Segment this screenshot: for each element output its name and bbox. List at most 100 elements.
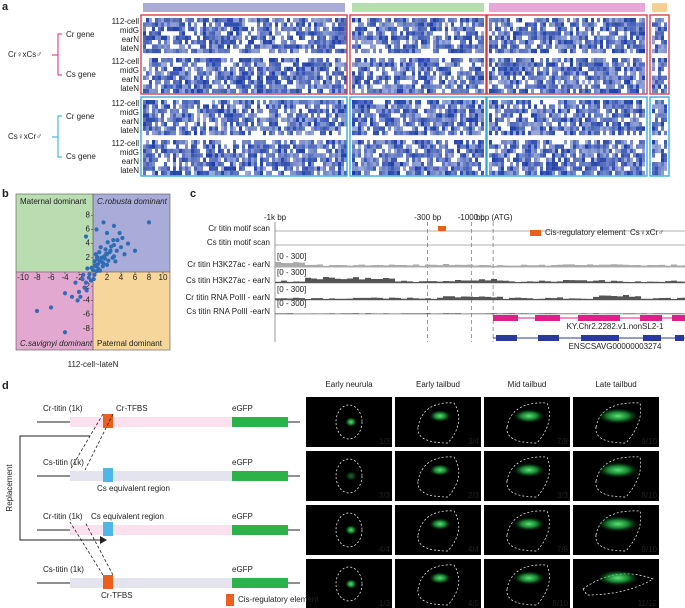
heatmap-cell [570, 153, 573, 158]
heatmap-cell [445, 62, 448, 67]
heatmap-cell [576, 157, 579, 162]
heatmap-cell [495, 104, 498, 109]
heatmap-cell [661, 166, 664, 171]
heatmap-cell [633, 75, 636, 80]
heatmap-cell [495, 18, 498, 23]
heatmap-cell [341, 166, 344, 171]
scatter-point [75, 298, 80, 303]
heatmap-cell [570, 130, 573, 136]
heatmap-cell [489, 62, 492, 67]
heatmap-cell [588, 104, 591, 109]
heatmap-cell [329, 170, 332, 176]
legend-swatch [530, 230, 541, 236]
heatmap-cell [436, 35, 439, 40]
scatter-point [80, 276, 85, 282]
heatmap-cell [454, 104, 457, 109]
heatmap-cell [591, 157, 594, 162]
heatmap-cell [206, 148, 209, 154]
heatmap-cell [588, 170, 591, 176]
heatmap-cell [311, 40, 314, 45]
heatmap-cell [179, 58, 182, 63]
heatmap-cell [418, 130, 421, 136]
heatmap-cell [507, 75, 510, 80]
heatmap-cell [513, 66, 516, 72]
heatmap-cell [513, 157, 516, 162]
gfp-signal [513, 409, 545, 423]
heatmap-cell [143, 126, 146, 131]
heatmap-cell [302, 170, 305, 176]
heatmap-cell [552, 75, 555, 80]
heatmap-cell [272, 71, 275, 76]
heatmap-cell [278, 48, 281, 54]
heatmap-cell [630, 140, 633, 145]
heatmap-cell [463, 40, 466, 45]
heatmap-cell [152, 48, 155, 54]
heatmap-cell [302, 35, 305, 40]
heatmap-cell [352, 144, 355, 149]
heatmap-cell [224, 75, 227, 80]
heatmap-cell [394, 44, 397, 49]
exon [675, 335, 684, 341]
heatmap-cell [504, 26, 507, 32]
heatmap-cell [251, 148, 254, 154]
position-label: 0 bp (ATG) [474, 213, 513, 222]
heatmap-cell [185, 108, 188, 114]
heatmap-cell [323, 40, 326, 45]
heatmap-cell [609, 100, 612, 105]
heatmap-cell [498, 66, 501, 72]
heatmap-cell [555, 26, 558, 32]
heatmap-cell [576, 104, 579, 109]
heatmap-cell [525, 44, 528, 49]
heatmap-cell [609, 88, 612, 94]
heatmap-cell [555, 117, 558, 122]
heatmap-cell [621, 130, 624, 136]
heatmap-cell [558, 26, 561, 32]
heatmap-cell [167, 44, 170, 49]
heatmap-cell [173, 35, 176, 40]
heatmap-cell [636, 22, 639, 27]
heatmap-cell [248, 84, 251, 89]
heatmap-cell [409, 148, 412, 154]
heatmap-cell [436, 104, 439, 109]
heatmap-cell [615, 66, 618, 72]
heatmap-cell [335, 148, 338, 154]
heatmap-cell [361, 100, 364, 105]
heatmap-cell [272, 104, 275, 109]
heatmap-cell [323, 108, 326, 114]
heatmap-cell [498, 18, 501, 23]
heatmap-cell [394, 126, 397, 131]
heatmap-cell [412, 18, 415, 23]
heatmap-cell [236, 26, 239, 32]
heatmap-cell [475, 153, 478, 158]
heatmap-cell [146, 88, 149, 94]
heatmap-cell [603, 18, 606, 23]
heatmap-cell [576, 18, 579, 23]
heatmap-cell [388, 157, 391, 162]
heatmap-cell [642, 162, 645, 167]
heatmap-cell [655, 22, 658, 27]
heatmap-cell [236, 44, 239, 49]
heatmap-cell [430, 31, 433, 36]
heatmap-cell [579, 157, 582, 162]
heatmap-cell [546, 166, 549, 171]
heatmap-cell [224, 100, 227, 105]
heatmap-cell [579, 166, 582, 171]
heatmap-cell [164, 18, 167, 23]
heatmap-cell [242, 104, 245, 109]
heatmap-cell [373, 117, 376, 122]
heatmap-cell [630, 26, 633, 32]
heatmap-cell [311, 166, 314, 171]
heatmap-cell [472, 153, 475, 158]
heatmap-cell [287, 26, 290, 32]
heatmap-cell [388, 100, 391, 105]
heatmap-cell [146, 117, 149, 122]
heatmap-cell [224, 18, 227, 23]
heatmap-cell [272, 80, 275, 85]
heatmap-cell [341, 170, 344, 176]
heatmap-cell [433, 144, 436, 149]
heatmap-cell [152, 22, 155, 27]
heatmap-cell [448, 157, 451, 162]
heatmap-cell [415, 153, 418, 158]
heatmap-cell [341, 88, 344, 94]
heatmap-cell [627, 58, 630, 63]
